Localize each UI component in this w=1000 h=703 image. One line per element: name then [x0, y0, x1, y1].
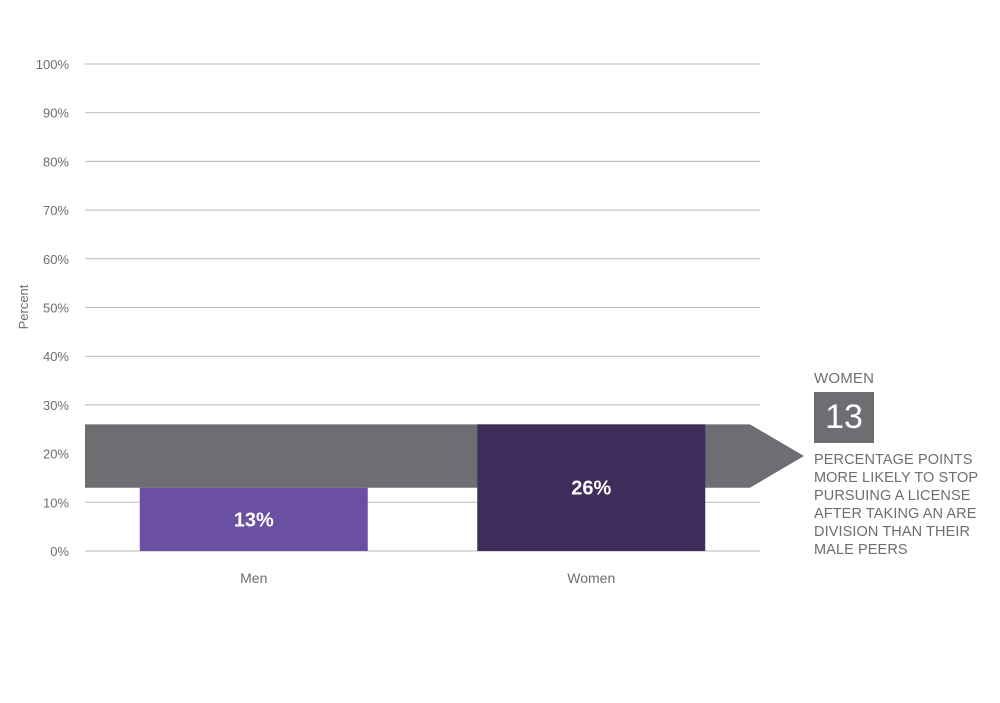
- y-tick-label: 40%: [43, 349, 69, 364]
- data-label: 26%: [571, 478, 611, 500]
- callout-line: DIVISION THAN THEIR: [814, 524, 971, 540]
- callout: WOMEN 13 PERCENTAGE POINTS MORE LIKELY T…: [814, 370, 994, 559]
- y-tick-label: 30%: [43, 398, 69, 413]
- callout-text: PERCENTAGE POINTS MORE LIKELY TO STOP PU…: [814, 451, 994, 559]
- y-tick-label: 100%: [36, 57, 70, 72]
- y-tick-label: 70%: [43, 203, 69, 218]
- callout-line: PERCENTAGE POINTS: [814, 452, 973, 468]
- y-tick-label: 10%: [43, 495, 69, 510]
- bars-front: 26%: [477, 424, 706, 551]
- callout-heading: WOMEN: [814, 370, 875, 387]
- callout-line: MALE PEERS: [814, 542, 908, 558]
- bars: 13%: [139, 487, 368, 551]
- callout-number: 13: [814, 392, 874, 443]
- y-tick-label: 80%: [43, 154, 69, 169]
- y-tick-label: 0%: [50, 544, 69, 559]
- y-tick-label: 90%: [43, 106, 69, 121]
- x-axis-labels: Men Women: [240, 570, 615, 586]
- y-tick-label: 60%: [43, 252, 69, 267]
- y-axis-ticks: 0% 10% 20% 30% 40% 50% 60% 70% 80% 90% 100%: [36, 57, 70, 559]
- bar-men: [139, 487, 368, 551]
- x-tick-label: Men: [240, 570, 267, 586]
- callout-line: AFTER TAKING AN ARE: [814, 506, 977, 522]
- callout-line: PURSUING A LICENSE: [814, 488, 971, 504]
- y-tick-label: 20%: [43, 447, 69, 462]
- y-axis-label: Percent: [16, 284, 31, 329]
- bar-women: [477, 424, 706, 551]
- data-label: 13%: [234, 509, 274, 531]
- y-tick-label: 50%: [43, 301, 69, 316]
- x-tick-label: Women: [567, 570, 615, 586]
- callout-line: MORE LIKELY TO STOP: [814, 470, 979, 486]
